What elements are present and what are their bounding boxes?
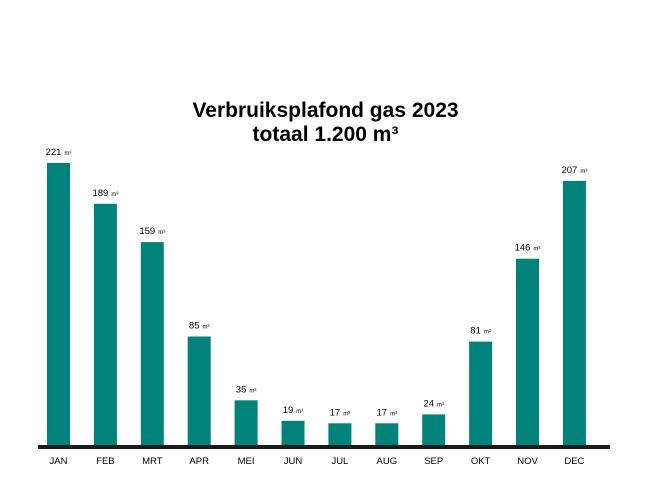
data-label-unit: m³ bbox=[437, 402, 444, 408]
data-label-value: 207 bbox=[561, 165, 577, 176]
data-label-unit: m³ bbox=[249, 388, 256, 394]
bar-jul bbox=[328, 423, 352, 445]
data-label-value: 146 bbox=[515, 243, 531, 254]
bar-sep bbox=[422, 414, 446, 445]
data-label-unit: m³ bbox=[202, 325, 209, 331]
data-label-value: 221 bbox=[46, 147, 62, 158]
x-tick-label-feb: FEB bbox=[96, 456, 114, 467]
bar-mei bbox=[234, 400, 258, 445]
data-label-value: 81 bbox=[470, 326, 481, 337]
data-label-unit: m³ bbox=[580, 169, 587, 175]
bar-feb bbox=[93, 203, 117, 445]
data-label-value: 24 bbox=[423, 398, 434, 409]
bar-nov bbox=[516, 258, 539, 445]
bar-apr bbox=[187, 336, 211, 445]
data-label-unit: m³ bbox=[111, 192, 118, 198]
data-label-value: 189 bbox=[92, 188, 108, 199]
data-label-apr: 85 m³ bbox=[189, 321, 210, 332]
x-tick-label-mrt: MRT bbox=[142, 456, 163, 467]
x-tick-label-apr: APR bbox=[189, 456, 209, 467]
bar-dec bbox=[562, 180, 586, 445]
x-tick-label-nov: NOV bbox=[517, 456, 538, 467]
x-tick-label-okt: OKT bbox=[471, 456, 491, 467]
data-label-jan: 221 m³ bbox=[46, 147, 72, 158]
data-label-jul: 17 m³ bbox=[330, 407, 351, 418]
bar-mrt bbox=[140, 242, 164, 445]
data-label-unit: m³ bbox=[296, 409, 303, 415]
data-label-value: 17 bbox=[377, 407, 388, 418]
data-label-unit: m³ bbox=[533, 247, 540, 253]
data-label-unit: m³ bbox=[484, 330, 491, 336]
x-tick-label-sep: SEP bbox=[424, 456, 443, 467]
data-label-value: 35 bbox=[236, 384, 247, 395]
chart-subtitle: totaal 1.200 m³ bbox=[252, 123, 399, 146]
data-label-sep: 24 m³ bbox=[423, 398, 444, 409]
data-label-unit: m³ bbox=[64, 151, 71, 157]
data-label-unit: m³ bbox=[343, 411, 350, 417]
data-label-value: 19 bbox=[283, 405, 294, 416]
x-tick-label-jul: JUL bbox=[331, 456, 348, 467]
data-label-value: 159 bbox=[139, 226, 155, 237]
bar-aug bbox=[375, 423, 399, 445]
data-label-nov: 146 m³ bbox=[515, 243, 541, 254]
data-label-value: 17 bbox=[330, 407, 341, 418]
x-axis-baseline bbox=[38, 445, 610, 449]
bar-okt bbox=[469, 341, 493, 445]
data-label-unit: m³ bbox=[158, 230, 165, 236]
data-label-jun: 19 m³ bbox=[283, 405, 304, 416]
x-tick-label-dec: DEC bbox=[564, 456, 584, 467]
data-label-unit: m³ bbox=[390, 411, 397, 417]
x-tick-label-mei: MEI bbox=[238, 456, 255, 467]
x-tick-label-jun: JUN bbox=[284, 456, 303, 467]
data-label-dec: 207 m³ bbox=[561, 165, 587, 176]
x-tick-label-aug: AUG bbox=[377, 456, 398, 467]
data-label-okt: 81 m³ bbox=[470, 326, 491, 337]
data-label-mrt: 159 m³ bbox=[139, 226, 165, 237]
data-label-aug: 17 m³ bbox=[377, 407, 398, 418]
chart-title: Verbruiksplafond gas 2023 bbox=[192, 99, 459, 122]
x-tick-label-jan: JAN bbox=[50, 456, 68, 467]
data-label-value: 85 bbox=[189, 321, 200, 332]
data-label-feb: 189 m³ bbox=[92, 188, 118, 199]
bar-jan bbox=[47, 163, 70, 445]
bar-jun bbox=[281, 420, 305, 445]
data-label-mei: 35 m³ bbox=[236, 384, 257, 395]
